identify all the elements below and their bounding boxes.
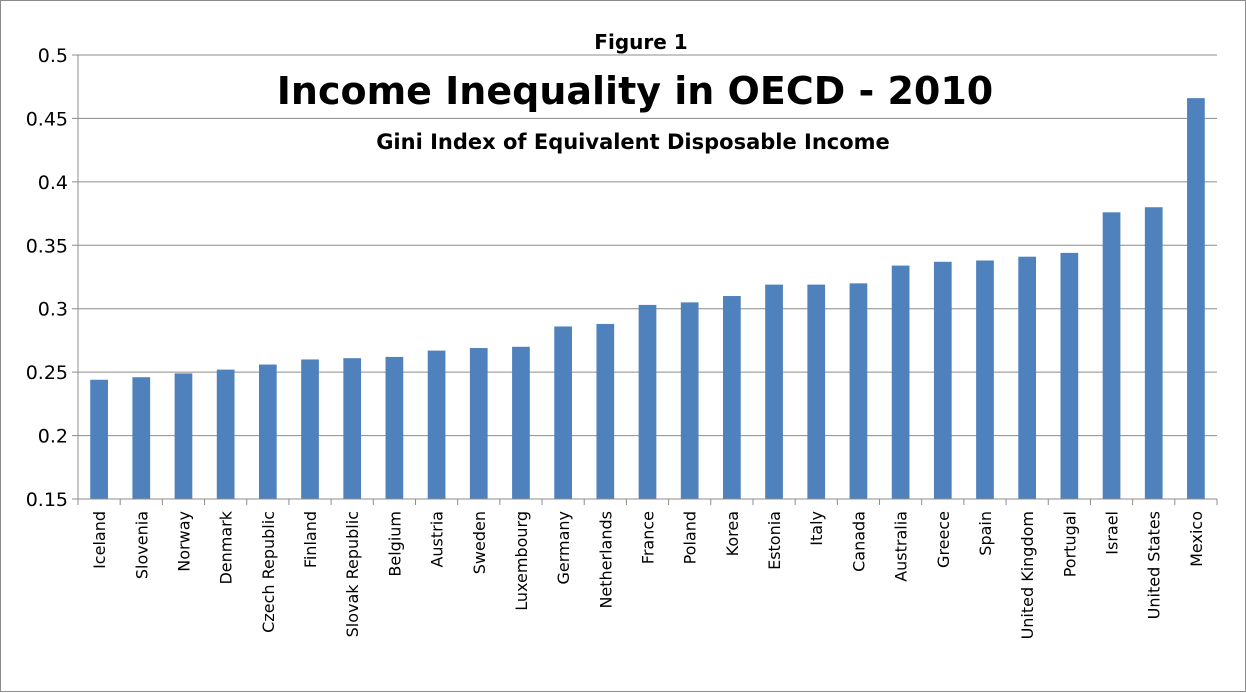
x-tick-label: Finland [301, 511, 320, 568]
bar [427, 350, 446, 499]
x-tick-label: Sweden [470, 511, 489, 574]
bar [1018, 256, 1037, 499]
x-tick-label: Iceland [90, 511, 109, 569]
x-tick-label: Canada [849, 511, 868, 572]
bar [638, 304, 657, 499]
x-tick-label: Greece [934, 511, 953, 568]
bar [680, 302, 699, 499]
x-tick-label: Portugal [1060, 511, 1079, 577]
bar [554, 326, 572, 499]
y-tick-label: 0.15 [26, 489, 68, 511]
x-tick-labels: Iceland Slovenia Norway Denmark Czech Republ… [90, 510, 1206, 639]
bar [512, 346, 530, 499]
bar [1060, 252, 1079, 499]
figure-label: Figure 1 [594, 30, 687, 54]
bar [469, 348, 488, 499]
x-tick-label: France [639, 511, 658, 564]
x-tick-label: Australia [892, 511, 911, 582]
bars [90, 98, 1205, 499]
x-tick-label: Austria [428, 511, 447, 568]
bar [723, 296, 741, 499]
x-tick-label: Denmark [217, 510, 236, 584]
bar [258, 364, 277, 499]
x-tick-label: Italy [807, 511, 826, 546]
x-tick-label: Korea [723, 511, 742, 556]
bar [216, 369, 235, 499]
bar [849, 283, 868, 499]
bar [174, 373, 193, 499]
x-tick-label: Estonia [765, 511, 784, 570]
bar [933, 261, 952, 499]
x-tick-label: Netherlands [596, 511, 615, 609]
y-tick-label: 0.3 [38, 299, 68, 321]
y-tick-label: 0.4 [38, 172, 68, 194]
bar [596, 323, 615, 499]
x-tick-label: Norway [174, 511, 193, 572]
x-tick-label: Belgium [385, 511, 404, 577]
bar [807, 284, 826, 499]
bar [891, 265, 910, 499]
x-tick-label: Israel [1103, 511, 1122, 555]
x-tick-label: Spain [976, 511, 995, 556]
y-tick-labels: 0.15 0.2 0.25 0.3 0.35 0.4 0.45 0.5 [26, 45, 68, 511]
chart-title: Income Inequality in OECD - 2010 [277, 69, 994, 113]
x-tick-label: Czech Republic [259, 511, 278, 633]
x-tick-label: United Kingdom [1018, 511, 1037, 639]
x-tick-label: Mexico [1187, 511, 1206, 567]
bar [385, 356, 404, 499]
x-tick-label: United States [1145, 511, 1164, 619]
bar [976, 260, 994, 499]
y-tick-label: 0.2 [38, 426, 68, 448]
chart-subtitle: Gini Index of Equivalent Disposable Inco… [376, 130, 890, 154]
bar [301, 359, 319, 499]
y-tick-label: 0.25 [26, 362, 68, 384]
x-tick-label: Slovak Republic [343, 511, 362, 637]
y-tick-label: 0.45 [26, 108, 68, 130]
y-tick-label: 0.5 [38, 45, 68, 67]
bar [90, 379, 108, 499]
bar [1144, 207, 1163, 499]
bar [1187, 98, 1205, 499]
bar [132, 377, 151, 499]
y-tick-label: 0.35 [26, 235, 68, 257]
x-tick-label: Luxembourg [512, 511, 531, 611]
axes [77, 55, 1218, 505]
bar [1102, 212, 1121, 499]
x-tick-label: Germany [554, 511, 573, 585]
x-tick-label: Poland [681, 511, 700, 564]
bar [765, 284, 783, 499]
x-tick-label: Slovenia [132, 511, 151, 579]
bar [343, 358, 362, 499]
